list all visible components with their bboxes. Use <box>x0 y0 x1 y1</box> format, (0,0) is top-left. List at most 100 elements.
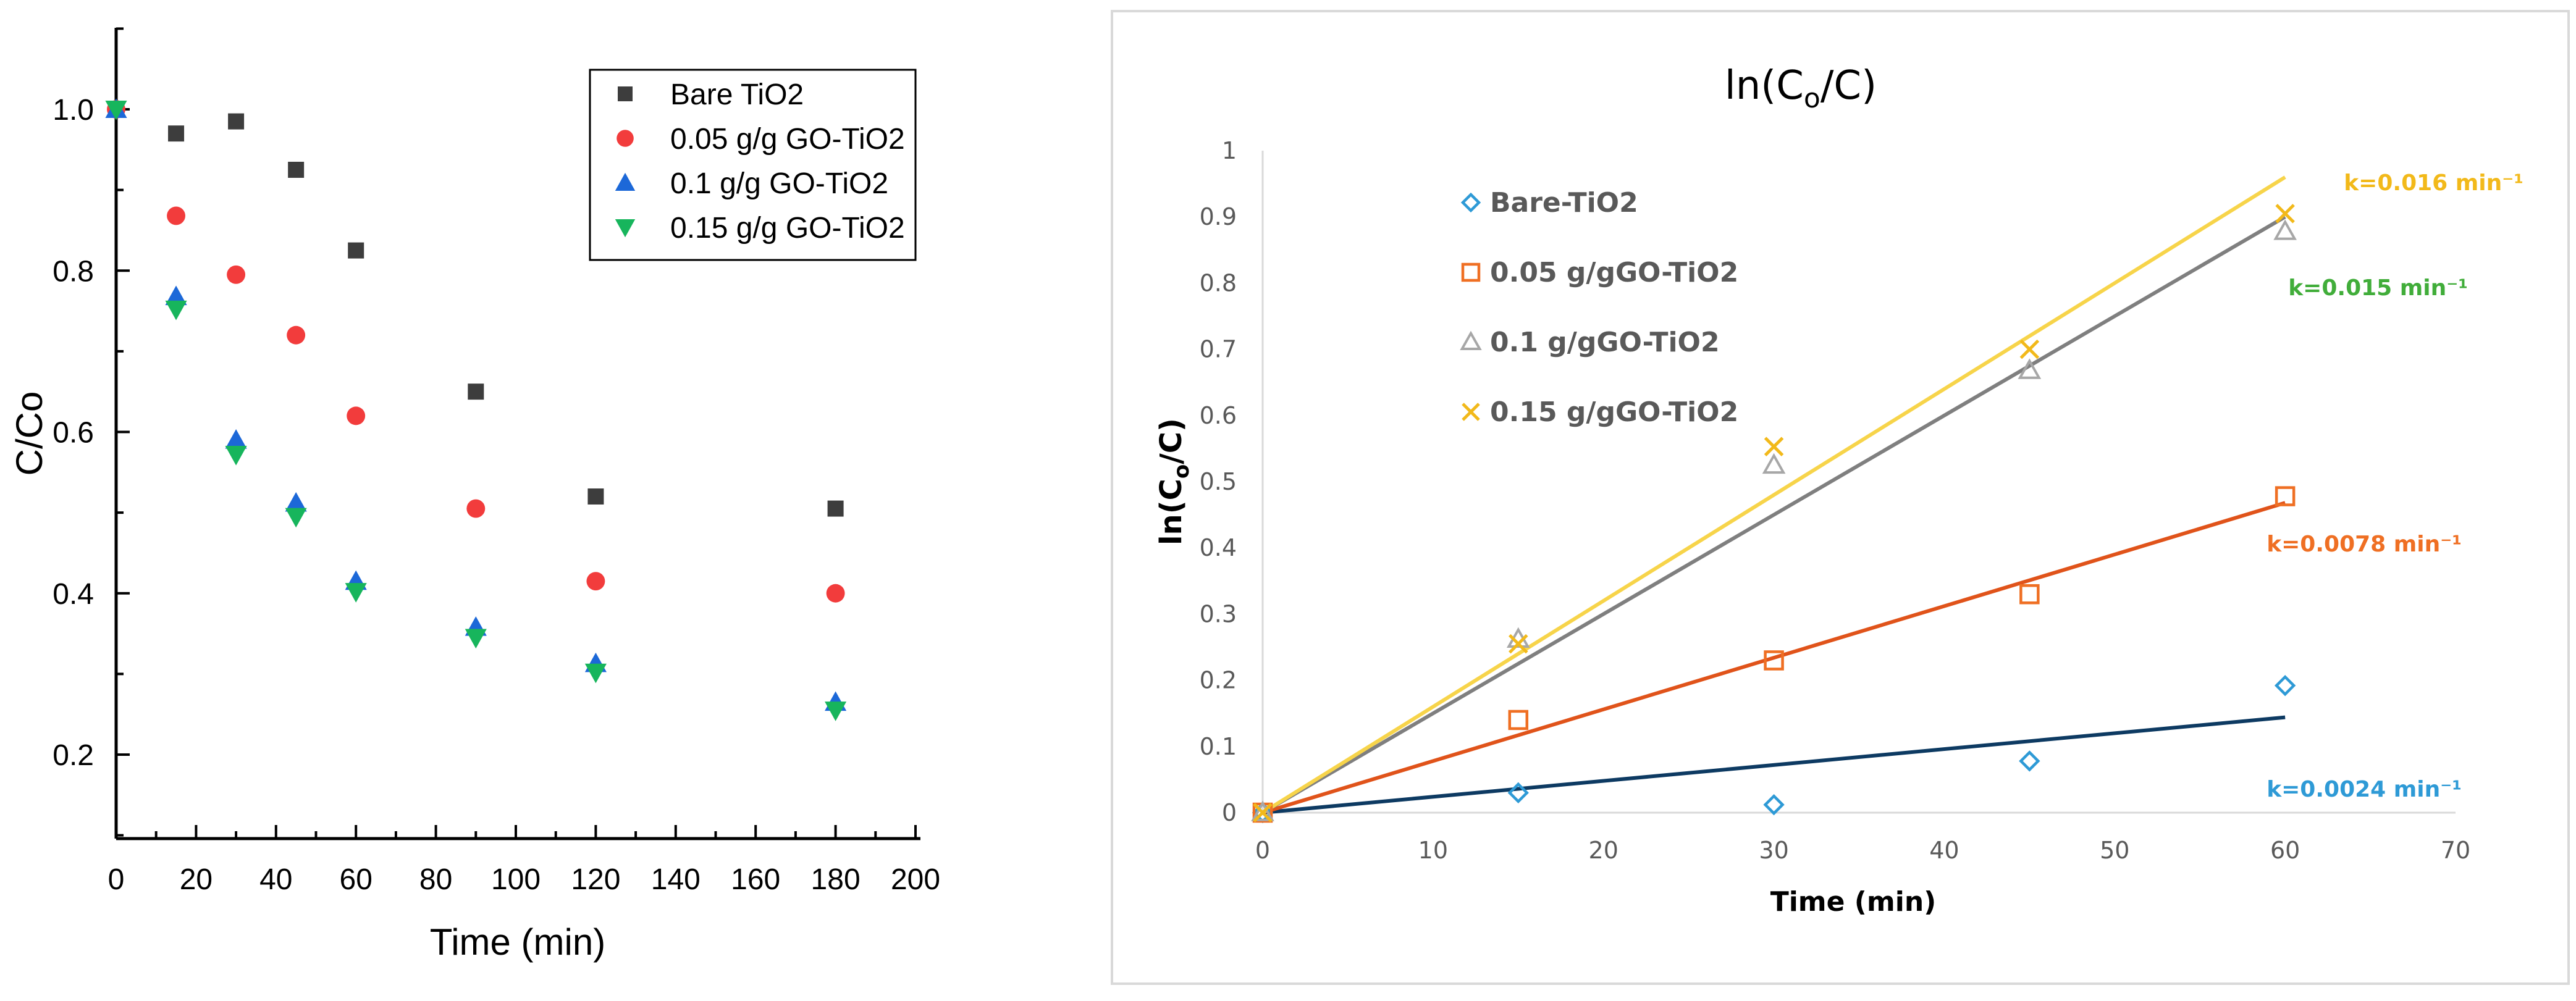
right-x-tick-label: 70 <box>2441 837 2470 864</box>
right-point-0-1-g-ggo-tio2 <box>2018 358 2042 379</box>
right-point-0-15-g-ggo-tio2 <box>1509 634 1528 654</box>
left-point-0-1-g-g-go-tio2 <box>165 285 187 306</box>
left-legend-marker-0-05-g-g-go-tio2 <box>617 130 634 147</box>
k-label-0-05-g-ggo-tio2: k=0.0078 min⁻¹ <box>2267 532 2462 557</box>
left-y-axis-label: C/Co <box>9 392 50 476</box>
left-y-tick-label: 0.2 <box>53 739 94 772</box>
left-x-tick-label: 120 <box>571 863 620 896</box>
trendline-0-1-g-ggo-tio2 <box>1261 215 2286 815</box>
left-x-tick-labels: 0 20 40 60 80 100 120 140 160 180 200 <box>108 863 940 896</box>
left-point-bare-tio2 <box>168 125 185 142</box>
right-legend-marker-0-1-g-ggo-tio2 <box>1460 330 1482 351</box>
left-point-0-15-g-g-go-tio2 <box>584 663 607 684</box>
left-point-0-15-g-g-go-tio2 <box>105 100 127 120</box>
right-y-tick-labels: 0 0.1 0.2 0.3 0.4 0.5 0.6 0.7 0.8 0.9 1 <box>1200 137 1237 826</box>
left-point-0-1-g-g-go-tio2 <box>225 429 247 449</box>
left-y-tick-label: 0.8 <box>53 255 94 288</box>
trendline-0-15-g-ggo-tio2 <box>1261 175 2286 815</box>
right-point-bare-tio2 <box>1507 782 1529 804</box>
left-point-0-05-g-g-go-tio2 <box>227 265 246 284</box>
left-point-0-05-g-g-go-tio2 <box>826 584 845 603</box>
left-legend-box <box>589 69 917 261</box>
left-point-0-15-g-g-go-tio2 <box>465 629 487 649</box>
left-y-tick-label: 0.4 <box>53 578 94 611</box>
right-x-tick-label: 40 <box>1929 837 1959 864</box>
right-legend-marker-bare-tio2 <box>1460 192 1481 213</box>
right-point-0-15-g-ggo-tio2 <box>2019 339 2040 359</box>
left-x-tick-label: 0 <box>108 863 125 896</box>
left-x-tick-label: 160 <box>731 863 780 896</box>
left-point-bare-tio2 <box>587 488 604 505</box>
right-x-tick-label: 10 <box>1418 837 1448 864</box>
right-point-0-1-g-ggo-tio2 <box>1251 800 1274 821</box>
left-point-bare-tio2 <box>827 500 844 517</box>
right-y-axis-label: ln(Co/C) <box>1154 418 1194 545</box>
left-point-0-05-g-g-go-tio2 <box>287 325 306 345</box>
right-y-tick-label: 0.4 <box>1200 534 1237 561</box>
right-point-0-1-g-ggo-tio2 <box>2273 219 2297 240</box>
left-x-tick-label: 20 <box>180 863 213 896</box>
right-y-tick-label: 0.6 <box>1200 402 1237 429</box>
right-point-0-15-g-ggo-tio2 <box>1253 803 1273 823</box>
left-point-0-15-g-g-go-tio2 <box>825 702 847 721</box>
left-x-tick-label: 40 <box>259 863 292 896</box>
left-point-0-15-g-g-go-tio2 <box>345 583 367 603</box>
right-trendlines <box>1261 175 2286 815</box>
left-legend-marker-bare-tio2 <box>618 86 633 101</box>
k-label-0-1-g-ggo-tio2: k=0.015 min⁻¹ <box>2288 275 2468 301</box>
left-legend: Bare TiO2 0.05 g/g GO-TiO2 0.1 g/g GO-TiO2… <box>589 69 917 261</box>
left-point-bare-tio2 <box>468 383 484 400</box>
right-point-bare-tio2 <box>2019 750 2040 772</box>
right-point-0-15-g-ggo-tio2 <box>1764 437 1784 456</box>
left-ticks <box>115 27 917 839</box>
right-point-bare-tio2 <box>1763 794 1785 816</box>
right-legend-marker-0-05-g-ggo-tio2 <box>1461 262 1481 282</box>
right-y-tick-label: 0.3 <box>1200 600 1237 627</box>
right-point-0-05-g-ggo-tio2 <box>1764 650 1784 671</box>
right-point-0-15-g-ggo-tio2 <box>2275 204 2295 224</box>
left-legend-marker-0-1-g-g-go-tio2 <box>615 172 636 191</box>
right-y-tick-label: 0.7 <box>1200 336 1237 363</box>
right-point-0-05-g-ggo-tio2 <box>2275 486 2296 506</box>
right-point-0-05-g-ggo-tio2 <box>1508 710 1529 731</box>
left-x-tick-label: 180 <box>811 863 861 896</box>
trendline-0-05-g-ggo-tio2 <box>1262 501 2286 815</box>
right-legend-label-0-15-g-ggo-tio2: 0.15 g/gGO-TiO2 <box>1490 396 1738 428</box>
left-point-bare-tio2 <box>228 113 245 130</box>
right-y-tick-label: 0.2 <box>1200 667 1237 694</box>
left-legend-label-0-05-g-g-go-tio2: 0.05 g/g GO-TiO2 <box>670 123 905 156</box>
left-y-tick-labels: 0.2 0.4 0.6 0.8 1.0 <box>53 94 94 772</box>
right-y-tick-label: 0.5 <box>1200 468 1237 495</box>
k-label-0-15-g-ggo-tio2: k=0.016 min⁻¹ <box>2344 170 2523 196</box>
left-x-axis-label: Time (min) <box>430 921 605 963</box>
left-legend-marker-0-15-g-g-go-tio2 <box>615 219 636 238</box>
left-legend-label-0-1-g-g-go-tio2: 0.1 g/g GO-TiO2 <box>670 167 888 200</box>
left-point-0-15-g-g-go-tio2 <box>225 446 247 466</box>
left-y-tick-label: 0.6 <box>53 417 94 450</box>
left-legend-label-bare-tio2: Bare TiO2 <box>670 78 804 111</box>
left-point-0-05-g-g-go-tio2 <box>347 406 366 425</box>
trendline-bare-tio2 <box>1262 715 2286 815</box>
k-label-bare-tio2: k=0.0024 min⁻¹ <box>2267 777 2462 802</box>
left-data-points <box>105 98 847 721</box>
right-x-tick-label: 60 <box>2270 837 2300 864</box>
right-x-tick-label: 50 <box>2100 837 2129 864</box>
left-point-bare-tio2 <box>288 161 305 178</box>
left-x-tick-label: 200 <box>891 863 940 896</box>
right-rate-constant-labels: k=0.0024 min⁻¹ k=0.0078 min⁻¹ k=0.015 min⁻… <box>2267 170 2523 802</box>
left-point-0-05-g-g-go-tio2 <box>466 499 486 518</box>
right-point-0-1-g-ggo-tio2 <box>1762 453 1786 474</box>
right-point-bare-tio2 <box>2274 674 2296 697</box>
right-legend-label-bare-tio2: Bare-TiO2 <box>1490 187 1638 219</box>
left-point-0-1-g-g-go-tio2 <box>285 492 307 512</box>
right-point-0-05-g-ggo-tio2 <box>2019 584 2040 605</box>
right-chart-title: ln(Co/C) <box>1725 63 1877 114</box>
right-y-tick-label: 0 <box>1222 799 1237 826</box>
right-chart-frame <box>1111 10 2570 985</box>
right-chart: ln(Co/C) 0 10 20 30 40 50 60 70 0 0.1 0.2 0.3 0.4 0.… <box>1111 10 2570 985</box>
left-x-tick-label: 80 <box>419 863 452 896</box>
left-x-tick-label: 140 <box>651 863 701 896</box>
left-chart: 0 20 40 60 80 100 120 140 160 180 200 0.2 0.4 0.6 0.8… <box>9 27 940 963</box>
right-legend-marker-0-15-g-ggo-tio2 <box>1462 403 1480 421</box>
